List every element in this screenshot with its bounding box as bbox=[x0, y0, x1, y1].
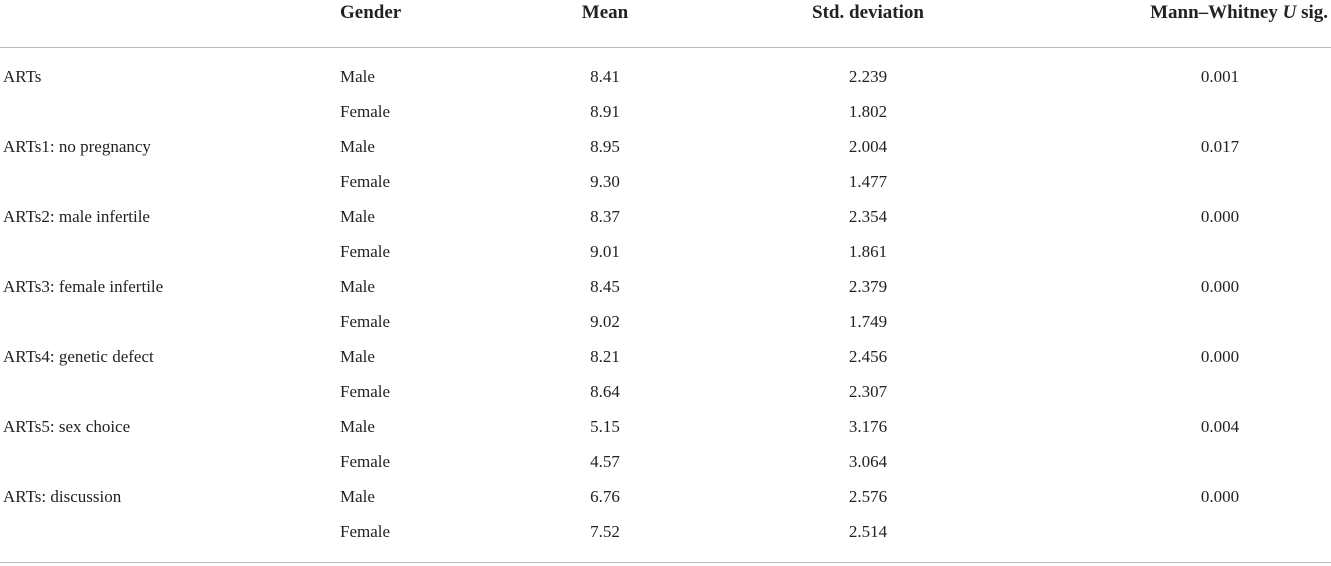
sig-cell: 0.017 bbox=[1200, 137, 1240, 156]
header-cell: Gender bbox=[340, 2, 402, 23]
header-rule bbox=[0, 47, 1331, 48]
sd-cell: 1.802 bbox=[848, 102, 888, 121]
header-text: U bbox=[1282, 2, 1297, 23]
row-label: ARTs1: no pregnancy bbox=[3, 137, 151, 156]
gender-cell: Male bbox=[340, 347, 375, 366]
mean-cell: 8.41 bbox=[590, 67, 620, 86]
mean-cell: 8.45 bbox=[590, 277, 620, 296]
gender-cell: Female bbox=[340, 522, 391, 541]
sd-cell: 2.456 bbox=[848, 347, 888, 366]
gender-cell: Male bbox=[340, 207, 375, 226]
sig-cell: 0.000 bbox=[1200, 487, 1240, 506]
header-text: sig. bbox=[1301, 2, 1328, 23]
header-cell: Mann–Whitney U sig. bbox=[1150, 3, 1328, 23]
sd-cell: 1.477 bbox=[848, 172, 888, 191]
mean-cell: 9.02 bbox=[590, 312, 620, 331]
gender-cell: Male bbox=[340, 137, 375, 156]
gender-cell: Male bbox=[340, 67, 375, 86]
mean-cell: 8.95 bbox=[590, 137, 620, 156]
sig-cell: 0.001 bbox=[1200, 67, 1240, 86]
row-label: ARTs bbox=[3, 67, 42, 86]
row-label: ARTs5: sex choice bbox=[3, 417, 131, 436]
gender-cell: Male bbox=[340, 417, 375, 436]
gender-cell: Female bbox=[340, 172, 391, 191]
sig-cell: 0.000 bbox=[1200, 207, 1240, 226]
mean-cell: 4.57 bbox=[590, 452, 620, 471]
row-label: ARTs: discussion bbox=[3, 487, 122, 506]
sd-cell: 3.064 bbox=[848, 452, 888, 471]
gender-cell: Female bbox=[340, 102, 391, 121]
mean-cell: 8.91 bbox=[590, 102, 620, 121]
bottom-rule bbox=[0, 562, 1331, 563]
sd-cell: 1.861 bbox=[848, 242, 888, 261]
gender-cell: Male bbox=[340, 277, 375, 296]
mean-cell: 8.37 bbox=[590, 207, 620, 226]
gender-cell: Female bbox=[340, 452, 391, 471]
mean-cell: 6.76 bbox=[590, 487, 620, 506]
sd-cell: 1.749 bbox=[848, 312, 888, 331]
mean-cell: 5.15 bbox=[590, 417, 620, 436]
mean-cell: 8.21 bbox=[590, 347, 620, 366]
sig-cell: 0.000 bbox=[1200, 347, 1240, 366]
gender-cell: Female bbox=[340, 382, 391, 401]
mean-cell: 7.52 bbox=[590, 522, 620, 541]
sd-cell: 3.176 bbox=[848, 417, 888, 436]
gender-cell: Female bbox=[340, 312, 391, 331]
header-text: Mann–Whitney bbox=[1150, 2, 1278, 23]
sd-cell: 2.307 bbox=[848, 382, 888, 401]
sd-cell: 2.514 bbox=[848, 522, 888, 541]
mean-cell: 9.30 bbox=[590, 172, 620, 191]
sig-cell: 0.004 bbox=[1200, 417, 1240, 436]
row-label: ARTs3: female infertile bbox=[3, 277, 164, 296]
row-label: ARTs2: male infertile bbox=[3, 207, 150, 226]
header-cell: Mean bbox=[581, 2, 629, 23]
sd-cell: 2.239 bbox=[848, 67, 888, 86]
sig-cell: 0.000 bbox=[1200, 277, 1240, 296]
sd-cell: 2.576 bbox=[848, 487, 888, 506]
gender-cell: Male bbox=[340, 487, 375, 506]
mean-cell: 8.64 bbox=[590, 382, 620, 401]
sd-cell: 2.354 bbox=[848, 207, 888, 226]
gender-cell: Female bbox=[340, 242, 391, 261]
header-cell: Std. deviation bbox=[812, 2, 924, 23]
sd-cell: 2.379 bbox=[848, 277, 888, 296]
mean-cell: 9.01 bbox=[590, 242, 620, 261]
sd-cell: 2.004 bbox=[848, 137, 888, 156]
row-label: ARTs4: genetic defect bbox=[3, 347, 154, 366]
